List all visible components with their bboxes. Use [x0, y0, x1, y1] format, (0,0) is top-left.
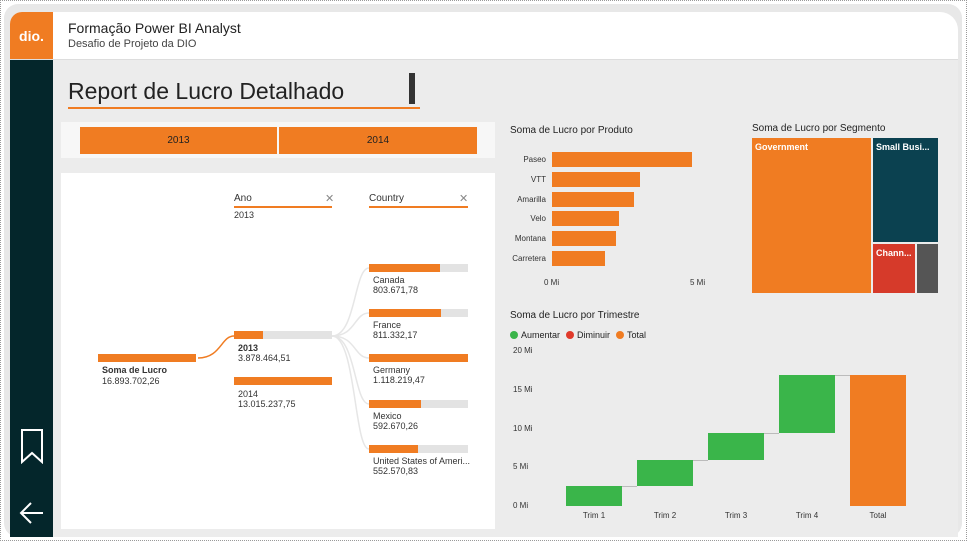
legend-dot: [616, 331, 625, 339]
waterfall-bar[interactable]: [779, 375, 835, 434]
product-axis-label: VTT: [530, 174, 546, 184]
slicer-option-2014[interactable]: 2014: [279, 127, 477, 154]
product-bar[interactable]: [552, 152, 692, 167]
waterfall-x-tick: Total: [869, 511, 887, 520]
waterfall-connector: [622, 485, 637, 487]
app-subtitle: Desafio de Projeto da DIO: [68, 38, 197, 50]
country-label: Mexico: [373, 411, 402, 421]
dio-logo: dio.: [10, 12, 53, 59]
bookmark-icon[interactable]: [20, 428, 44, 464]
waterfall-bar[interactable]: [850, 375, 906, 506]
treemap-cell[interactable]: Government: [752, 138, 871, 293]
level-header-ano: Ano: [234, 193, 332, 208]
page-title: Report de Lucro Detalhado: [68, 78, 420, 109]
product-x-tick: 0 Mi: [544, 278, 560, 287]
product-axis-label: Carretera: [512, 254, 546, 263]
year-label: 2014: [238, 389, 259, 399]
slicer-option-2013[interactable]: 2013: [80, 127, 277, 154]
report-header: [10, 12, 958, 60]
root-value: 16.893.702,26: [102, 376, 160, 386]
treemap-cell[interactable]: Small Busi...: [873, 138, 938, 242]
waterfall-connector: [693, 460, 708, 462]
waterfall-connector: [764, 433, 779, 435]
waterfall-x-tick: Trim 1: [582, 511, 606, 520]
legend-label: Diminuir: [577, 330, 611, 340]
country-bar[interactable]: [369, 354, 468, 362]
country-bar[interactable]: [369, 264, 440, 272]
country-bar-track: [369, 445, 468, 453]
waterfall-x-tick: Trim 3: [724, 511, 748, 520]
year-value: 13.015.237,75: [238, 399, 296, 409]
product-axis-label: Montana: [514, 234, 546, 244]
waterfall-connector: [835, 375, 850, 377]
product-axis-label: Paseo: [523, 155, 546, 164]
country-value: 811.332,17: [373, 330, 418, 340]
product-bar[interactable]: [552, 251, 605, 266]
root-label: Soma de Lucro: [102, 365, 168, 375]
year-bar[interactable]: [234, 331, 263, 339]
year-value: 3.878.464,51: [238, 353, 291, 363]
country-value: 552.570,83: [373, 466, 419, 476]
legend-label: Total: [627, 330, 647, 340]
legend-item: Aumentar: [510, 330, 560, 340]
waterfall-y-tick: 5 Mi: [513, 462, 529, 472]
app-title: Formação Power BI Analyst: [68, 20, 241, 36]
treemap-cell[interactable]: Chann...: [873, 244, 915, 293]
waterfall-bar[interactable]: [566, 485, 622, 506]
level-header-country: Country: [369, 193, 468, 208]
close-level-ano-icon[interactable]: ✕: [325, 193, 335, 205]
waterfall-y-tick: 20 Mi: [513, 346, 533, 355]
chart-title-produto: Soma de Lucro por Produto: [510, 125, 633, 136]
country-value: 1.118.219,47: [373, 375, 425, 385]
waterfall-y-tick: 10 Mi: [513, 423, 533, 433]
year-bar[interactable]: [234, 377, 332, 385]
chart-title-segmento: Soma de Lucro por Segmento: [752, 123, 886, 134]
country-label: United States of Ameri...: [373, 456, 471, 466]
level-filter-ano: 2013: [234, 210, 255, 220]
product-axis-label: Velo: [530, 214, 546, 224]
country-value: 803.671,78: [373, 285, 419, 295]
legend-label: Aumentar: [521, 330, 561, 340]
country-bar[interactable]: [369, 445, 418, 453]
year-bar-track: [234, 331, 332, 339]
country-label: Germany: [373, 365, 411, 375]
legend-dot: [510, 331, 518, 339]
country-label: Canada: [373, 275, 405, 285]
waterfall-y-tick: 15 Mi: [513, 384, 533, 394]
chart-legend: Aumentar Diminuir Total: [510, 330, 646, 340]
product-bar[interactable]: [552, 171, 640, 187]
product-bar[interactable]: [552, 231, 616, 247]
legend-dot: [566, 331, 575, 339]
chart-title-trimestre: Soma de Lucro por Trimestre: [510, 310, 640, 321]
nav-sidebar: [10, 60, 53, 537]
waterfall-y-tick: 0 Mi: [513, 501, 529, 510]
country-bar[interactable]: [369, 400, 421, 408]
country-bar[interactable]: [369, 309, 441, 317]
legend-item: Total: [616, 330, 646, 340]
waterfall-bar[interactable]: [637, 460, 693, 486]
decomposition-tree: [61, 173, 495, 529]
close-level-country-icon[interactable]: ✕: [459, 193, 469, 205]
waterfall-x-tick: Trim 4: [795, 511, 819, 520]
root-bar[interactable]: [98, 354, 196, 362]
title-accent: [409, 73, 415, 104]
year-label: 2013: [238, 343, 259, 353]
product-x-tick: 5 Mi: [690, 278, 706, 287]
legend-item: Diminuir: [566, 330, 610, 340]
waterfall-x-tick: Trim 2: [653, 511, 677, 520]
tree-connectors: [197, 267, 370, 450]
country-label: France: [373, 320, 402, 330]
product-bar[interactable]: [552, 191, 634, 207]
country-value: 592.670,26: [373, 421, 419, 431]
product-axis-label: Amarilla: [517, 194, 546, 204]
treemap-cell[interactable]: [917, 244, 938, 293]
product-bar[interactable]: [552, 211, 619, 227]
waterfall-bar[interactable]: [708, 433, 764, 461]
back-arrow-icon[interactable]: [19, 500, 45, 526]
